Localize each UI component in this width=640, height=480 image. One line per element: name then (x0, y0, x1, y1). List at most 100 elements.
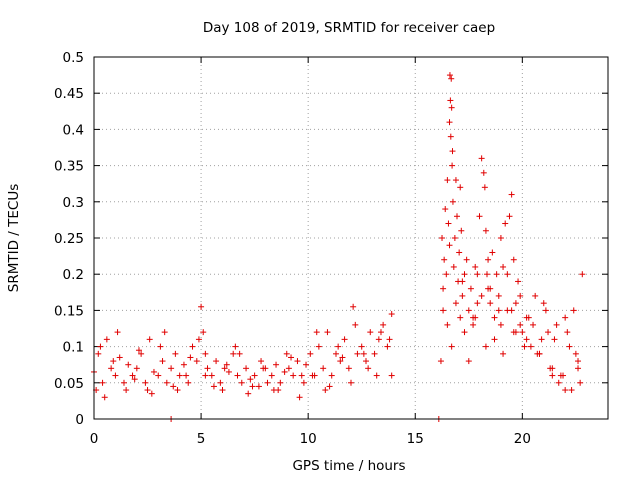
x-tick-label: 15 (407, 431, 424, 447)
x-tick-label: 10 (300, 431, 317, 447)
data-point (204, 365, 211, 372)
data-point (517, 321, 524, 328)
data-point (450, 263, 457, 270)
data-point (508, 191, 515, 198)
data-point (296, 394, 303, 401)
data-point (452, 300, 459, 307)
data-point (502, 220, 509, 227)
data-point (487, 285, 494, 292)
x-tick-label: 5 (197, 431, 206, 447)
data-point (527, 343, 534, 350)
data-point (262, 365, 269, 372)
data-point (339, 354, 346, 361)
data-point (506, 213, 513, 220)
data-point (275, 387, 282, 394)
data-point (489, 249, 496, 256)
data-point (458, 227, 465, 234)
data-point (446, 72, 453, 79)
data-point (467, 285, 474, 292)
data-point (575, 358, 582, 365)
data-point (268, 372, 275, 379)
data-point (360, 350, 367, 357)
data-point (97, 343, 104, 350)
data-point (288, 354, 295, 361)
data-point (232, 343, 239, 350)
data-point (470, 321, 477, 328)
data-point (223, 361, 230, 368)
data-point (281, 368, 288, 375)
data-point (264, 379, 271, 386)
data-point (577, 379, 584, 386)
data-point (333, 350, 340, 357)
data-point (384, 343, 391, 350)
data-point (449, 198, 456, 205)
y-tick-label: 0.4 (63, 122, 84, 138)
data-point (138, 350, 145, 357)
data-point (480, 169, 487, 176)
data-point (485, 256, 492, 263)
data-point (258, 358, 265, 365)
data-point (367, 329, 374, 336)
data-point (454, 213, 461, 220)
data-point (307, 350, 314, 357)
data-point (283, 350, 290, 357)
data-point (447, 97, 454, 104)
data-point (474, 300, 481, 307)
data-point (365, 365, 372, 372)
data-point (566, 343, 573, 350)
data-point (451, 235, 458, 241)
data-point (133, 365, 140, 372)
data-point (448, 104, 455, 111)
data-point (189, 343, 196, 350)
data-point (380, 321, 387, 328)
y-tick-label: 0.1 (63, 340, 84, 356)
data-point (386, 336, 393, 343)
data-point (482, 227, 489, 234)
data-point (245, 390, 252, 397)
data-point (446, 119, 453, 126)
data-point (579, 271, 586, 278)
y-tick-label: 0.3 (63, 195, 84, 211)
data-point (146, 336, 153, 343)
x-tick-label: 0 (90, 431, 99, 447)
data-point (202, 350, 209, 357)
data-point (517, 292, 524, 299)
data-point (442, 206, 449, 213)
y-tick-label: 0.45 (54, 86, 84, 102)
data-point (315, 343, 322, 350)
data-point (326, 383, 333, 390)
data-point (230, 350, 237, 357)
data-point (491, 336, 498, 343)
data-point (234, 372, 241, 379)
data-point (131, 376, 138, 383)
data-point (440, 307, 447, 314)
data-point (161, 329, 168, 336)
data-point (208, 372, 215, 379)
data-point (491, 314, 498, 321)
data-point (202, 372, 209, 379)
data-point (437, 358, 444, 365)
data-point (103, 336, 110, 343)
data-point (290, 372, 297, 379)
data-point (247, 376, 254, 383)
data-point (236, 350, 243, 357)
data-point (568, 387, 575, 394)
data-point (440, 285, 447, 292)
data-point (285, 365, 292, 372)
grid-lines (94, 57, 608, 419)
data-point (277, 379, 284, 386)
data-point (238, 379, 245, 386)
data-point (95, 350, 102, 357)
data-point (352, 321, 359, 328)
data-point (185, 379, 192, 386)
data-point (540, 300, 547, 307)
data-point (341, 336, 348, 343)
data-point (542, 307, 549, 314)
data-point (348, 379, 354, 386)
y-tick-label: 0 (75, 412, 84, 428)
data-point (313, 329, 320, 336)
data-point (476, 213, 483, 220)
data-point (180, 361, 187, 368)
data-point (373, 372, 380, 379)
